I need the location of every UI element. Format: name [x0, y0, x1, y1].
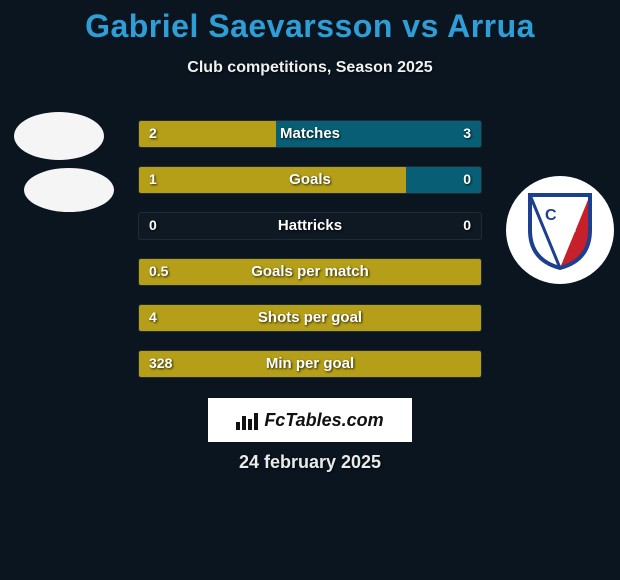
stats-bars: 23Matches 10Goals 00Hattricks 0.5Goals per …	[138, 120, 482, 396]
stat-label: Hattricks	[139, 217, 481, 234]
stat-row: 00Hattricks	[138, 212, 482, 240]
fctables-label: FcTables.com	[264, 410, 383, 431]
stat-label: Min per goal	[139, 355, 481, 372]
stat-row: 328Min per goal	[138, 350, 482, 378]
svg-text:C: C	[545, 207, 557, 224]
stat-row: 4Shots per goal	[138, 304, 482, 332]
fctables-icon	[236, 410, 258, 430]
club-shield-icon: C N	[525, 190, 595, 270]
stat-row: 23Matches	[138, 120, 482, 148]
player-left-logo-2	[24, 168, 114, 212]
date-label: 24 february 2025	[0, 452, 620, 473]
subtitle: Club competitions, Season 2025	[0, 59, 620, 77]
stat-label: Goals per match	[139, 263, 481, 280]
fctables-branding: FcTables.com	[208, 398, 412, 442]
stat-label: Shots per goal	[139, 309, 481, 326]
stat-label: Goals	[139, 171, 481, 188]
page-title: Gabriel Saevarsson vs Arrua	[0, 0, 620, 45]
stat-label: Matches	[139, 125, 481, 142]
stat-row: 10Goals	[138, 166, 482, 194]
player-left-logo	[14, 112, 104, 160]
player-right-club-badge: C N	[506, 176, 614, 284]
stat-row: 0.5Goals per match	[138, 258, 482, 286]
svg-text:N: N	[565, 219, 577, 236]
